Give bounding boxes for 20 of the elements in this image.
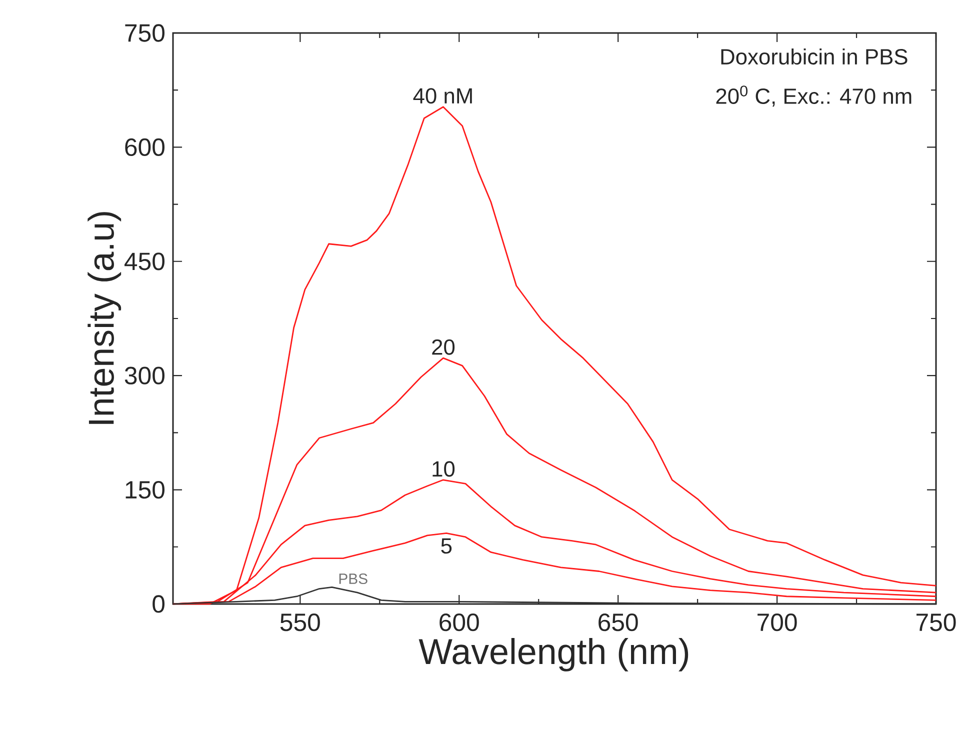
annotation: 20$^{0}$ C, Exc.: 470 nm: [716, 86, 912, 107]
y-tick-label: 750: [125, 24, 164, 42]
y-tick-label: 300: [124, 366, 164, 384]
annotation: 20: [432, 339, 455, 355]
annotation: 5: [441, 538, 452, 554]
y-tick-label: 600: [125, 138, 164, 156]
x-tick-label: 700: [758, 614, 797, 632]
x-tick-label: 650: [598, 614, 638, 632]
annotation: 40 nM: [413, 88, 472, 104]
y-tick-label: 450: [124, 252, 164, 270]
x-tick-label: 600: [440, 614, 479, 632]
annotation: Doxorubicin in PBS: [721, 48, 908, 65]
annotation: 10: [432, 461, 455, 477]
x-axis-title: Wavelength (nm): [418, 638, 688, 672]
x-tick-label: 550: [280, 614, 320, 632]
y-axis-title: Intensity (a.u): [88, 212, 122, 424]
x-tick-label: 750: [916, 614, 956, 632]
y-tick-label: 150: [126, 480, 164, 499]
y-tick-label: 0: [152, 595, 165, 613]
annotation: PBS: [339, 573, 368, 584]
